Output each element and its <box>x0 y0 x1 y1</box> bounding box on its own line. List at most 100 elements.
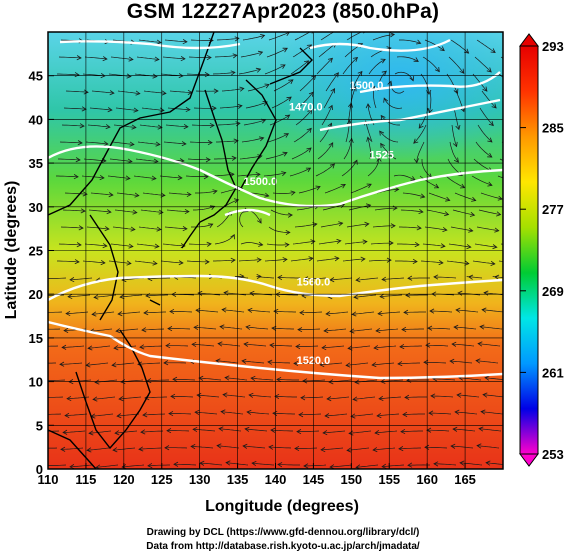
streamline-arrow <box>433 461 439 467</box>
streamline-arrow <box>336 238 342 244</box>
streamline <box>243 119 266 126</box>
streamline <box>375 430 398 434</box>
streamline-arrow <box>170 393 176 399</box>
streamline-arrow <box>307 109 313 115</box>
streamline-arrow <box>233 198 240 204</box>
streamline-arrow <box>512 83 517 87</box>
streamline <box>138 447 162 450</box>
streamline-arrow <box>112 447 118 453</box>
streamline-arrow <box>94 379 100 385</box>
streamline-arrow <box>135 90 141 96</box>
streamline <box>323 88 335 109</box>
streamline <box>173 378 196 381</box>
streamline-arrow <box>320 447 326 453</box>
streamline <box>400 430 423 433</box>
streamline-arrow <box>271 325 277 331</box>
streamline <box>87 124 110 128</box>
streamline-arrow <box>204 72 210 78</box>
streamline-arrow <box>197 290 203 296</box>
streamline <box>277 277 300 279</box>
streamline-arrow <box>323 328 329 334</box>
contour-label: 1470.0 <box>289 102 323 114</box>
streamline <box>424 361 447 364</box>
streamline <box>426 344 449 347</box>
streamline-arrow <box>151 175 157 181</box>
contour-label: 1525 <box>369 150 393 162</box>
streamline-arrow <box>482 392 488 398</box>
streamline-arrow <box>345 362 351 368</box>
streamline <box>256 275 275 279</box>
streamline <box>498 73 503 78</box>
streamline-arrow <box>63 327 69 333</box>
streamline <box>319 123 332 143</box>
streamline <box>323 430 346 434</box>
streamline-arrow <box>491 103 497 109</box>
streamline <box>474 56 492 73</box>
streamline <box>367 137 371 160</box>
streamline-arrow <box>211 105 217 111</box>
colorbar-top-arrow <box>519 33 539 47</box>
streamline <box>342 258 365 262</box>
streamline <box>62 345 85 348</box>
streamline <box>295 109 313 126</box>
streamline-arrow <box>497 195 503 201</box>
streamline <box>164 39 187 43</box>
streamline <box>379 130 399 143</box>
streamline-arrow <box>306 147 312 153</box>
colorbar-bottom-arrow <box>519 453 539 467</box>
streamline <box>56 175 79 178</box>
streamline-arrow <box>119 294 125 300</box>
streamline-arrow <box>297 327 303 333</box>
streamline-arrow <box>125 175 131 181</box>
streamline-arrow <box>87 345 93 351</box>
streamline <box>221 88 244 92</box>
streamline <box>239 155 262 160</box>
streamline-arrow <box>469 211 476 217</box>
streamline <box>65 90 89 93</box>
streamline-arrow <box>299 310 305 316</box>
streamline-arrow <box>268 444 274 450</box>
x-tick-label: 130 <box>189 472 211 487</box>
streamline <box>59 362 83 365</box>
streamline <box>501 141 503 144</box>
streamline-arrow <box>487 181 493 187</box>
streamline <box>422 56 440 72</box>
streamline-arrow <box>287 212 293 218</box>
streamline-arrow <box>80 208 86 214</box>
streamline <box>397 362 420 365</box>
streamline-arrow <box>484 375 490 381</box>
streamline-arrow <box>239 273 245 279</box>
streamline-arrow <box>229 172 235 178</box>
streamline <box>427 429 450 432</box>
streamline-arrow <box>308 256 314 262</box>
streamline <box>316 257 339 262</box>
streamline <box>429 90 432 113</box>
streamline-arrow <box>346 447 352 453</box>
streamline-arrow <box>283 133 290 138</box>
streamline-arrow <box>259 136 265 142</box>
streamline-arrow <box>420 193 426 199</box>
streamline <box>192 343 215 347</box>
streamline <box>92 311 115 315</box>
streamline-arrow <box>191 341 197 348</box>
streamline <box>58 158 81 161</box>
streamline-arrow <box>69 277 75 283</box>
streamline-arrow <box>182 39 188 45</box>
streamline <box>213 259 236 262</box>
streamline-arrow <box>113 345 119 351</box>
streamline <box>274 395 297 398</box>
streamline-arrow <box>177 175 183 181</box>
streamline <box>193 205 215 211</box>
streamline-arrow <box>244 426 250 432</box>
streamline <box>276 379 299 381</box>
streamline <box>188 243 212 245</box>
streamline <box>66 311 89 314</box>
streamline-arrow <box>282 257 288 263</box>
streamline-arrow <box>102 243 108 249</box>
streamline <box>269 344 292 347</box>
streamline-arrow <box>165 343 171 349</box>
streamline <box>476 360 499 364</box>
streamline <box>430 395 454 398</box>
streamline <box>195 190 217 194</box>
